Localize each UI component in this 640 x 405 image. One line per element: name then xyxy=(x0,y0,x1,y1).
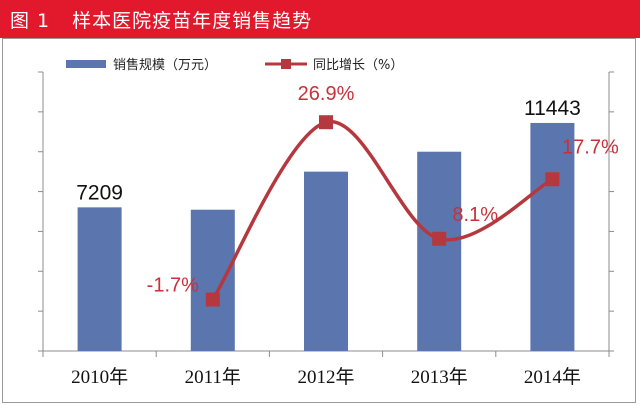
figure-number: 图 1 xyxy=(10,9,51,32)
x-tick-label: 2011年 xyxy=(185,366,241,388)
growth-marker xyxy=(432,231,447,246)
chart-panel: 2010年 2011年 2012年 2013年 2014年 7209 11443 -1.7% 2… xyxy=(2,38,636,403)
x-tick-label: 2014年 xyxy=(524,366,581,388)
bar xyxy=(190,209,235,351)
bar-value-label: 11443 xyxy=(524,97,581,120)
x-tick-label: 2012年 xyxy=(297,366,354,388)
growth-line xyxy=(211,120,554,301)
legend-line-marker xyxy=(281,59,291,69)
bar xyxy=(530,122,575,351)
legend-bar-swatch xyxy=(66,60,106,68)
chart-svg: 2010年 2011年 2012年 2013年 2014年 7209 11443 -1.7% 2… xyxy=(38,57,619,388)
legend-line-label: 同比增长（%） xyxy=(313,58,403,73)
bar xyxy=(304,171,348,351)
x-tick-label: 2013年 xyxy=(411,366,468,388)
figure-title-bar: 图 1 样本医院疫苗年度销售趋势 xyxy=(0,0,640,38)
growth-marker xyxy=(545,172,560,187)
bar-value-label: 7209 xyxy=(76,181,123,204)
growth-marker xyxy=(319,115,333,130)
legend-bar-label: 销售规模（万元） xyxy=(113,57,217,73)
x-tick-label: 2010年 xyxy=(71,366,128,388)
figure-title: 样本医院疫苗年度销售趋势 xyxy=(72,9,313,32)
growth-value-label: 26.9% xyxy=(298,83,355,105)
growth-value-label: 17.7% xyxy=(562,136,619,158)
growth-value-label: -1.7% xyxy=(147,275,199,297)
bar xyxy=(77,207,122,351)
growth-value-label: 8.1% xyxy=(452,204,498,226)
bar xyxy=(417,151,462,351)
growth-marker xyxy=(205,292,220,307)
